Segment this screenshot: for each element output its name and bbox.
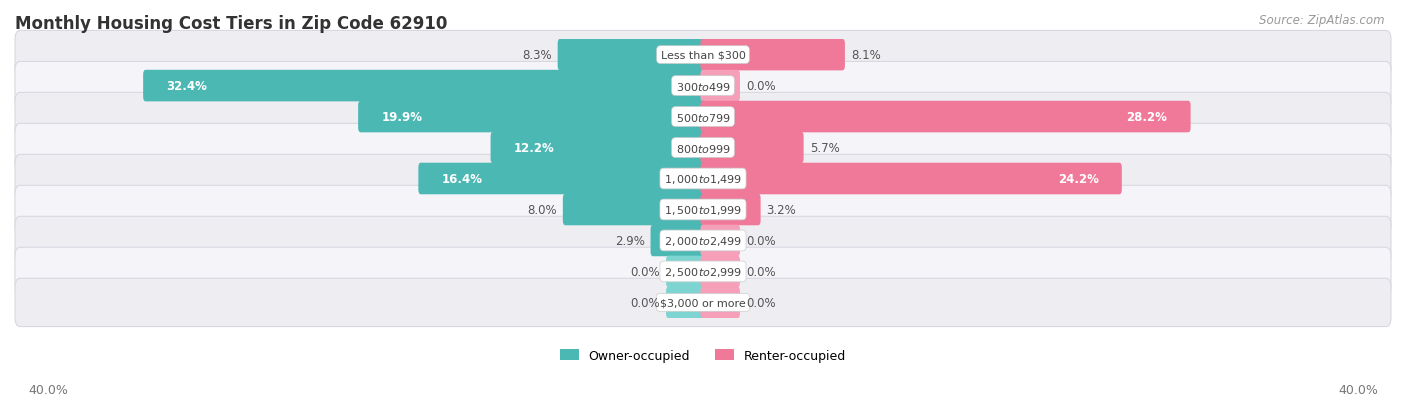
Text: $1,500 to $1,999: $1,500 to $1,999 [664, 204, 742, 216]
Text: $500 to $799: $500 to $799 [675, 111, 731, 123]
FancyBboxPatch shape [700, 225, 740, 256]
FancyBboxPatch shape [558, 40, 706, 71]
Text: $1,000 to $1,499: $1,000 to $1,499 [664, 173, 742, 185]
FancyBboxPatch shape [15, 93, 1391, 141]
Text: 40.0%: 40.0% [28, 384, 67, 396]
FancyBboxPatch shape [15, 186, 1391, 234]
Text: 8.3%: 8.3% [522, 49, 551, 62]
Text: 12.2%: 12.2% [513, 142, 554, 154]
Text: $300 to $499: $300 to $499 [675, 81, 731, 93]
Text: Less than $300: Less than $300 [661, 50, 745, 60]
Text: 0.0%: 0.0% [747, 296, 776, 309]
FancyBboxPatch shape [15, 62, 1391, 110]
Text: 32.4%: 32.4% [166, 80, 207, 93]
Text: 8.1%: 8.1% [851, 49, 880, 62]
Text: $2,000 to $2,499: $2,000 to $2,499 [664, 235, 742, 247]
FancyBboxPatch shape [651, 225, 706, 256]
Text: 40.0%: 40.0% [1339, 384, 1378, 396]
FancyBboxPatch shape [15, 31, 1391, 80]
FancyBboxPatch shape [700, 102, 1191, 133]
Text: $2,500 to $2,999: $2,500 to $2,999 [664, 265, 742, 278]
FancyBboxPatch shape [666, 256, 706, 287]
Text: 5.7%: 5.7% [810, 142, 839, 154]
FancyBboxPatch shape [15, 278, 1391, 327]
FancyBboxPatch shape [562, 194, 706, 226]
FancyBboxPatch shape [143, 71, 706, 102]
Text: $3,000 or more: $3,000 or more [661, 298, 745, 308]
FancyBboxPatch shape [700, 256, 740, 287]
Text: 19.9%: 19.9% [381, 111, 422, 124]
FancyBboxPatch shape [666, 287, 706, 318]
FancyBboxPatch shape [15, 155, 1391, 203]
FancyBboxPatch shape [700, 163, 1122, 195]
FancyBboxPatch shape [15, 124, 1391, 172]
Legend: Owner-occupied, Renter-occupied: Owner-occupied, Renter-occupied [560, 349, 846, 362]
FancyBboxPatch shape [419, 163, 706, 195]
Text: 28.2%: 28.2% [1126, 111, 1167, 124]
FancyBboxPatch shape [700, 40, 845, 71]
FancyBboxPatch shape [491, 133, 706, 164]
FancyBboxPatch shape [359, 102, 706, 133]
Text: 0.0%: 0.0% [630, 296, 659, 309]
Text: 0.0%: 0.0% [747, 265, 776, 278]
Text: 16.4%: 16.4% [441, 173, 482, 185]
Text: Source: ZipAtlas.com: Source: ZipAtlas.com [1260, 14, 1385, 27]
FancyBboxPatch shape [700, 287, 740, 318]
Text: $800 to $999: $800 to $999 [675, 142, 731, 154]
Text: Monthly Housing Cost Tiers in Zip Code 62910: Monthly Housing Cost Tiers in Zip Code 6… [15, 15, 447, 33]
Text: 0.0%: 0.0% [630, 265, 659, 278]
Text: 3.2%: 3.2% [766, 204, 796, 216]
Text: 2.9%: 2.9% [614, 235, 644, 247]
Text: 8.0%: 8.0% [527, 204, 557, 216]
FancyBboxPatch shape [15, 217, 1391, 265]
Text: 24.2%: 24.2% [1057, 173, 1098, 185]
Text: 0.0%: 0.0% [747, 80, 776, 93]
FancyBboxPatch shape [700, 194, 761, 226]
FancyBboxPatch shape [700, 71, 740, 102]
Text: 0.0%: 0.0% [747, 235, 776, 247]
FancyBboxPatch shape [700, 133, 804, 164]
FancyBboxPatch shape [15, 248, 1391, 296]
